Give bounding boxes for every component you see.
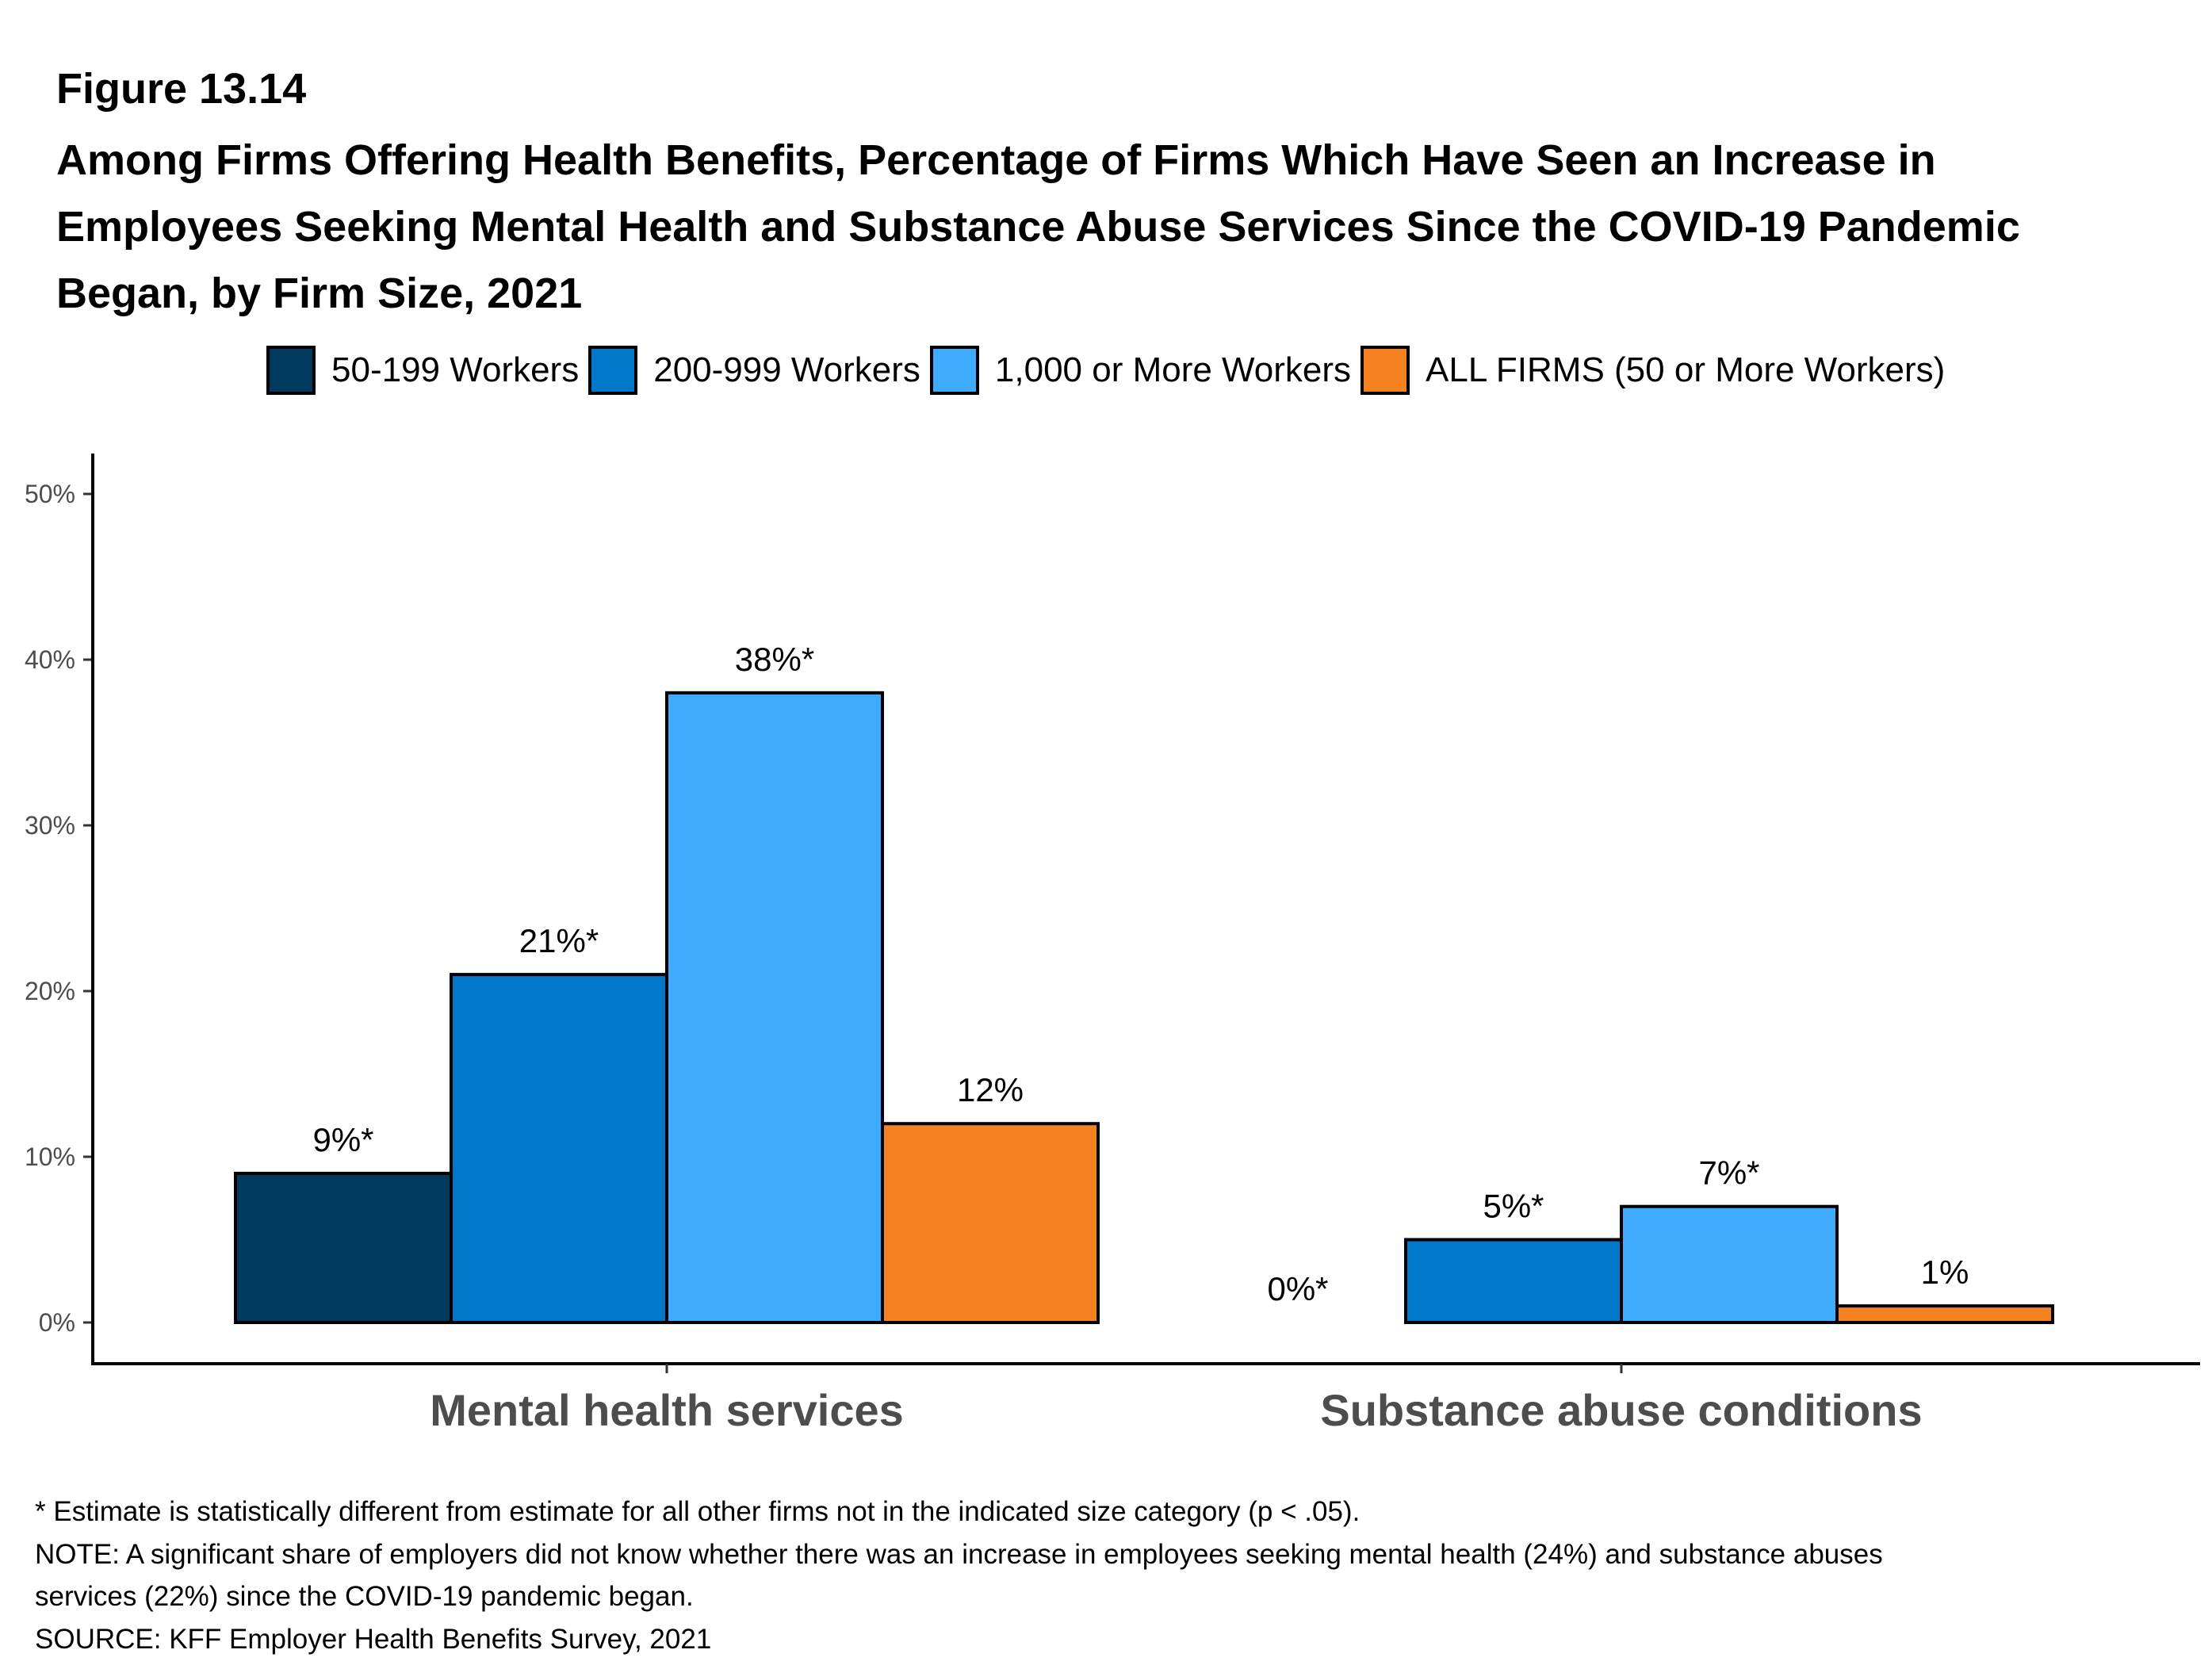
footnote-note: NOTE: A significant share of employers d… (35, 1538, 1883, 1570)
bar (1835, 1304, 2054, 1324)
legend-item-50-199: 50-199 Workers (266, 346, 579, 395)
y-tick-label: 0% (39, 1308, 75, 1337)
x-category-label: Mental health services (430, 1385, 904, 1435)
bar-value-label: 12% (957, 1071, 1024, 1108)
title-line: Employees Seeking Mental Health and Subs… (56, 203, 2020, 251)
legend-swatch (266, 346, 316, 395)
legend-label: 200-999 Workers (653, 350, 920, 389)
bar (881, 1122, 1100, 1324)
legend-label: ALL FIRMS (50 or More Workers) (1426, 350, 1946, 389)
y-tick-label: 30% (25, 811, 75, 840)
y-tick-label: 20% (25, 977, 75, 1005)
footnote-significance: * Estimate is statistically different fr… (35, 1496, 1360, 1527)
bar-value-label: 0%* (1267, 1270, 1328, 1307)
figure-label: Figure 13.14 (56, 65, 307, 113)
legend-swatch (1360, 346, 1410, 395)
legend-label: 50-199 Workers (331, 350, 580, 389)
footnote-source: SOURCE: KFF Employer Health Benefits Sur… (35, 1623, 712, 1655)
bar-value-label: 7%* (1698, 1154, 1759, 1192)
footnotes: * Estimate is statistically different fr… (35, 1491, 1883, 1660)
bar-value-label: 5%* (1483, 1188, 1544, 1225)
chart-title: Among Firms Offering Health Benefits, Pe… (56, 127, 2197, 327)
x-category-label: Substance abuse conditions (1320, 1385, 1922, 1435)
footnote-note-cont: services (22%) since the COVID-19 pandem… (35, 1581, 694, 1612)
bar (234, 1171, 453, 1325)
y-tick-label: 10% (25, 1143, 75, 1171)
title-line: Began, by Firm Size, 2021 (56, 270, 583, 317)
legend-label: 1,000 or More Workers (994, 350, 1352, 389)
bar (450, 973, 668, 1324)
bar-value-label: 38%* (735, 641, 814, 678)
y-tick-label: 40% (25, 645, 75, 674)
bar (1404, 1238, 1623, 1324)
bar (1620, 1204, 1839, 1324)
title-line: Among Firms Offering Health Benefits, Pe… (56, 136, 1936, 184)
bar-value-label: 9%* (312, 1121, 373, 1158)
legend: 50-199 Workers 200-999 Workers 1,000 or … (266, 343, 1954, 398)
bar-value-label: 1% (1921, 1254, 1969, 1291)
legend-item-1000-plus: 1,000 or More Workers (929, 346, 1352, 395)
legend-item-all-firms: ALL FIRMS (50 or More Workers) (1360, 346, 1945, 395)
bar (665, 691, 884, 1324)
legend-swatch (588, 346, 638, 395)
legend-item-200-999: 200-999 Workers (588, 346, 920, 395)
bar-value-label: 21%* (519, 922, 599, 959)
y-tick-label: 50% (25, 480, 75, 508)
legend-swatch (929, 346, 979, 395)
